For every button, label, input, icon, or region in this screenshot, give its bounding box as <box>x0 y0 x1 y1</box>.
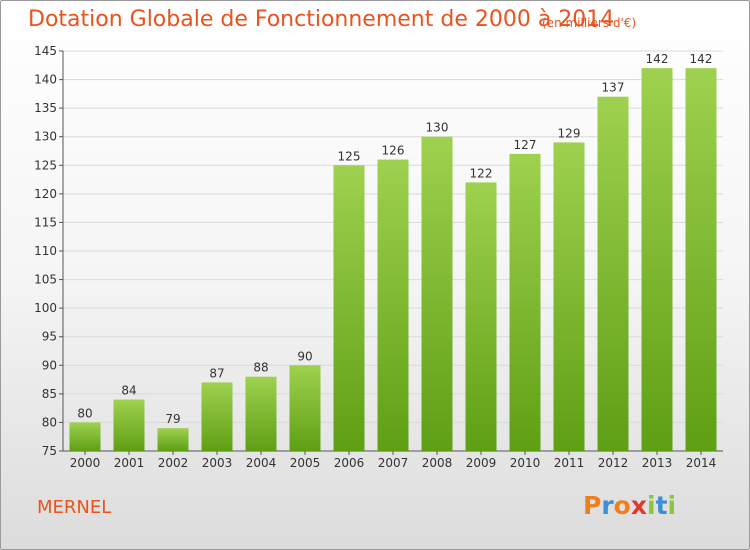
data-label-2012: 137 <box>602 81 625 95</box>
logo-letter: t <box>655 491 668 520</box>
data-label-2002: 79 <box>165 412 180 426</box>
data-label-2000: 80 <box>77 406 92 420</box>
data-label-2010: 127 <box>514 138 537 152</box>
y-tick-labels: 75 80 85 90 95 100 105 110 115 120 125 130 135 140 145 <box>34 44 57 458</box>
bar-2008 <box>421 136 453 451</box>
x-tick-label-2004: 2004 <box>246 456 277 470</box>
bar-2009 <box>465 182 497 451</box>
x-tick-label-2005: 2005 <box>290 456 321 470</box>
logo-letter: r <box>601 491 614 520</box>
x-tick-label-2013: 2013 <box>642 456 673 470</box>
data-label-2003: 87 <box>209 366 224 380</box>
x-tick-label-2006: 2006 <box>334 456 365 470</box>
y-tick-label: 90 <box>42 358 57 372</box>
y-tick-label: 145 <box>34 44 57 58</box>
logo-letter: x <box>630 491 647 520</box>
bar-2007 <box>377 159 409 452</box>
x-tick-label-2000: 2000 <box>70 456 101 470</box>
x-tick-label-2011: 2011 <box>554 456 585 470</box>
x-tick-label-2002: 2002 <box>158 456 189 470</box>
y-tick-label: 75 <box>42 444 57 458</box>
y-tick-label: 105 <box>34 273 57 287</box>
y-tick-label: 95 <box>42 330 57 344</box>
data-labels: 80 84 79 87 88 90 125 126 130 122 127 129 137 142 142 <box>77 52 712 426</box>
bar-2011 <box>553 142 585 451</box>
bar-2014 <box>685 68 717 452</box>
y-tick-label: 115 <box>34 215 57 229</box>
bar-2000 <box>69 422 101 451</box>
bar-2012 <box>597 96 629 451</box>
y-tick-label: 140 <box>34 73 57 87</box>
y-tick-label: 120 <box>34 187 57 201</box>
y-tick-label: 125 <box>34 158 57 172</box>
bar-2002 <box>157 428 189 451</box>
data-label-2009: 122 <box>470 166 493 180</box>
bar-2001 <box>113 399 145 451</box>
logo-letter: P <box>583 491 602 520</box>
bar-2013 <box>641 68 673 452</box>
y-tick-label: 110 <box>34 244 57 258</box>
bar-2003 <box>201 382 233 451</box>
bar-2005 <box>289 365 321 451</box>
chart-title: Dotation Globale de Fonctionnement de 20… <box>28 7 615 32</box>
data-label-2008: 130 <box>426 121 449 135</box>
data-label-2006: 125 <box>338 149 361 163</box>
data-label-2005: 90 <box>297 349 312 363</box>
x-tick-label-2010: 2010 <box>510 456 541 470</box>
y-tick-label: 85 <box>42 387 57 401</box>
logo-letter: i <box>667 491 677 520</box>
x-tick-label-2014: 2014 <box>686 456 717 470</box>
data-label-2011: 129 <box>558 126 581 140</box>
x-tick-label-2001: 2001 <box>114 456 145 470</box>
x-tick-label-2008: 2008 <box>422 456 453 470</box>
data-label-2013: 142 <box>646 52 669 66</box>
logo-letter: o <box>613 491 631 520</box>
x-tick-label-2007: 2007 <box>378 456 409 470</box>
x-tick-labels: 2000 2001 2002 2003 2004 2005 2006 2007 2008 2009… <box>70 456 717 470</box>
bars <box>69 68 717 452</box>
data-label-2014: 142 <box>690 52 713 66</box>
bar-2004 <box>245 376 277 451</box>
data-label-2004: 88 <box>253 361 268 375</box>
y-tick-label: 130 <box>34 130 57 144</box>
y-tick-label: 135 <box>34 101 57 115</box>
data-label-2001: 84 <box>121 384 136 398</box>
data-label-2007: 126 <box>382 144 405 158</box>
y-tick-label: 80 <box>42 415 57 429</box>
logo-letter: i <box>647 491 656 520</box>
x-tick-label-2003: 2003 <box>202 456 233 470</box>
unit-note: (en milliers d'€) <box>542 16 637 30</box>
bar-2006 <box>333 165 365 452</box>
town-name: MERNEL <box>37 497 112 518</box>
x-tick-label-2009: 2009 <box>466 456 497 470</box>
proxiti-logo: Proxiti <box>583 491 676 520</box>
x-tick-label-2012: 2012 <box>598 456 629 470</box>
y-tick-label: 100 <box>34 301 57 315</box>
bar-2010 <box>509 153 541 451</box>
